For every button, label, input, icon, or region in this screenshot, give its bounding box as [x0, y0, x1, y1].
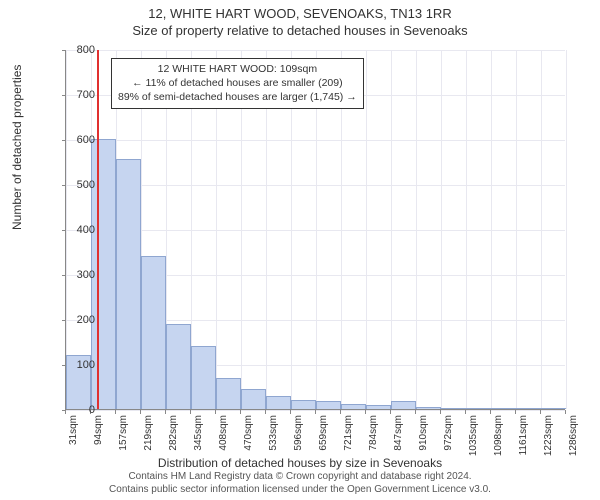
histogram-bar — [216, 378, 241, 410]
gridline-v — [516, 50, 517, 409]
x-tick-mark — [515, 410, 516, 414]
x-tick-mark — [415, 410, 416, 414]
x-tick-label: 533sqm — [268, 415, 279, 451]
x-tick-label: 972sqm — [443, 415, 454, 451]
annotation-line-3: 89% of semi-detached houses are larger (… — [118, 90, 357, 104]
histogram-bar — [141, 256, 166, 409]
x-tick-mark — [315, 410, 316, 414]
x-tick-mark — [340, 410, 341, 414]
footer-line-2: Contains public sector information licen… — [0, 483, 600, 496]
x-tick-label: 847sqm — [393, 415, 404, 451]
x-tick-label: 910sqm — [418, 415, 429, 451]
x-tick-label: 1161sqm — [518, 415, 529, 455]
gridline-v — [416, 50, 417, 409]
annotation-box: 12 WHITE HART WOOD: 109sqm ← 11% of deta… — [111, 58, 364, 109]
histogram-bar — [366, 405, 391, 409]
x-tick-mark — [540, 410, 541, 414]
histogram-bar — [191, 346, 216, 409]
y-tick-label: 800 — [55, 44, 95, 56]
gridline-v — [391, 50, 392, 409]
gridline-v — [466, 50, 467, 409]
histogram-bar — [341, 404, 366, 409]
reference-line — [97, 50, 99, 409]
histogram-bar — [316, 401, 341, 409]
histogram-bar — [441, 408, 466, 409]
x-tick-label: 659sqm — [318, 415, 329, 451]
histogram-bar — [466, 408, 491, 409]
title-address: 12, WHITE HART WOOD, SEVENOAKS, TN13 1RR — [0, 0, 600, 21]
x-tick-mark — [190, 410, 191, 414]
histogram-bar — [241, 389, 266, 409]
x-tick-mark — [440, 410, 441, 414]
x-tick-mark — [240, 410, 241, 414]
x-axis-label: Distribution of detached houses by size … — [0, 456, 600, 470]
x-tick-label: 282sqm — [168, 415, 179, 451]
gridline-v — [366, 50, 367, 409]
chart-area: 12 WHITE HART WOOD: 109sqm ← 11% of deta… — [65, 50, 565, 410]
chart-container: 12, WHITE HART WOOD, SEVENOAKS, TN13 1RR… — [0, 0, 600, 500]
x-tick-mark — [390, 410, 391, 414]
histogram-bar — [391, 401, 416, 409]
x-tick-mark — [215, 410, 216, 414]
histogram-bar — [491, 408, 516, 409]
histogram-bar — [516, 408, 541, 409]
histogram-bar — [166, 324, 191, 410]
y-tick-label: 700 — [55, 89, 95, 101]
gridline-v — [441, 50, 442, 409]
x-tick-label: 157sqm — [118, 415, 129, 451]
annotation-line-1: 12 WHITE HART WOOD: 109sqm — [118, 62, 357, 76]
x-tick-mark — [115, 410, 116, 414]
gridline-v — [491, 50, 492, 409]
y-tick-label: 400 — [55, 224, 95, 236]
gridline-v — [566, 50, 567, 409]
x-tick-label: 1286sqm — [568, 415, 579, 456]
x-tick-label: 1223sqm — [543, 415, 554, 456]
x-tick-mark — [490, 410, 491, 414]
x-tick-label: 94sqm — [93, 415, 104, 445]
histogram-bar — [266, 396, 291, 410]
y-tick-label: 500 — [55, 179, 95, 191]
x-tick-label: 470sqm — [243, 415, 254, 451]
x-tick-mark — [290, 410, 291, 414]
x-tick-label: 1098sqm — [493, 415, 504, 456]
x-tick-label: 408sqm — [218, 415, 229, 451]
y-tick-label: 0 — [55, 404, 95, 416]
x-tick-label: 345sqm — [193, 415, 204, 451]
x-tick-mark — [365, 410, 366, 414]
y-tick-label: 600 — [55, 134, 95, 146]
title-subtitle: Size of property relative to detached ho… — [0, 21, 600, 38]
histogram-bar — [416, 407, 441, 409]
x-tick-label: 31sqm — [68, 415, 79, 445]
histogram-bar — [116, 159, 141, 409]
footer-line-1: Contains HM Land Registry data © Crown c… — [0, 470, 600, 483]
x-tick-label: 596sqm — [293, 415, 304, 451]
x-tick-mark — [465, 410, 466, 414]
x-tick-label: 1035sqm — [468, 415, 479, 456]
x-tick-mark — [140, 410, 141, 414]
x-tick-mark — [165, 410, 166, 414]
x-tick-mark — [565, 410, 566, 414]
x-tick-mark — [265, 410, 266, 414]
footer: Contains HM Land Registry data © Crown c… — [0, 470, 600, 496]
x-tick-label: 784sqm — [368, 415, 379, 451]
y-tick-label: 100 — [55, 359, 95, 371]
annotation-line-2: ← 11% of detached houses are smaller (20… — [118, 76, 357, 90]
y-axis-label: Number of detached properties — [10, 65, 24, 230]
histogram-bar — [291, 400, 316, 409]
y-tick-label: 200 — [55, 314, 95, 326]
x-tick-label: 219sqm — [143, 415, 154, 451]
x-tick-label: 721sqm — [343, 415, 354, 451]
y-tick-label: 300 — [55, 269, 95, 281]
histogram-bar — [541, 408, 566, 409]
gridline-v — [541, 50, 542, 409]
